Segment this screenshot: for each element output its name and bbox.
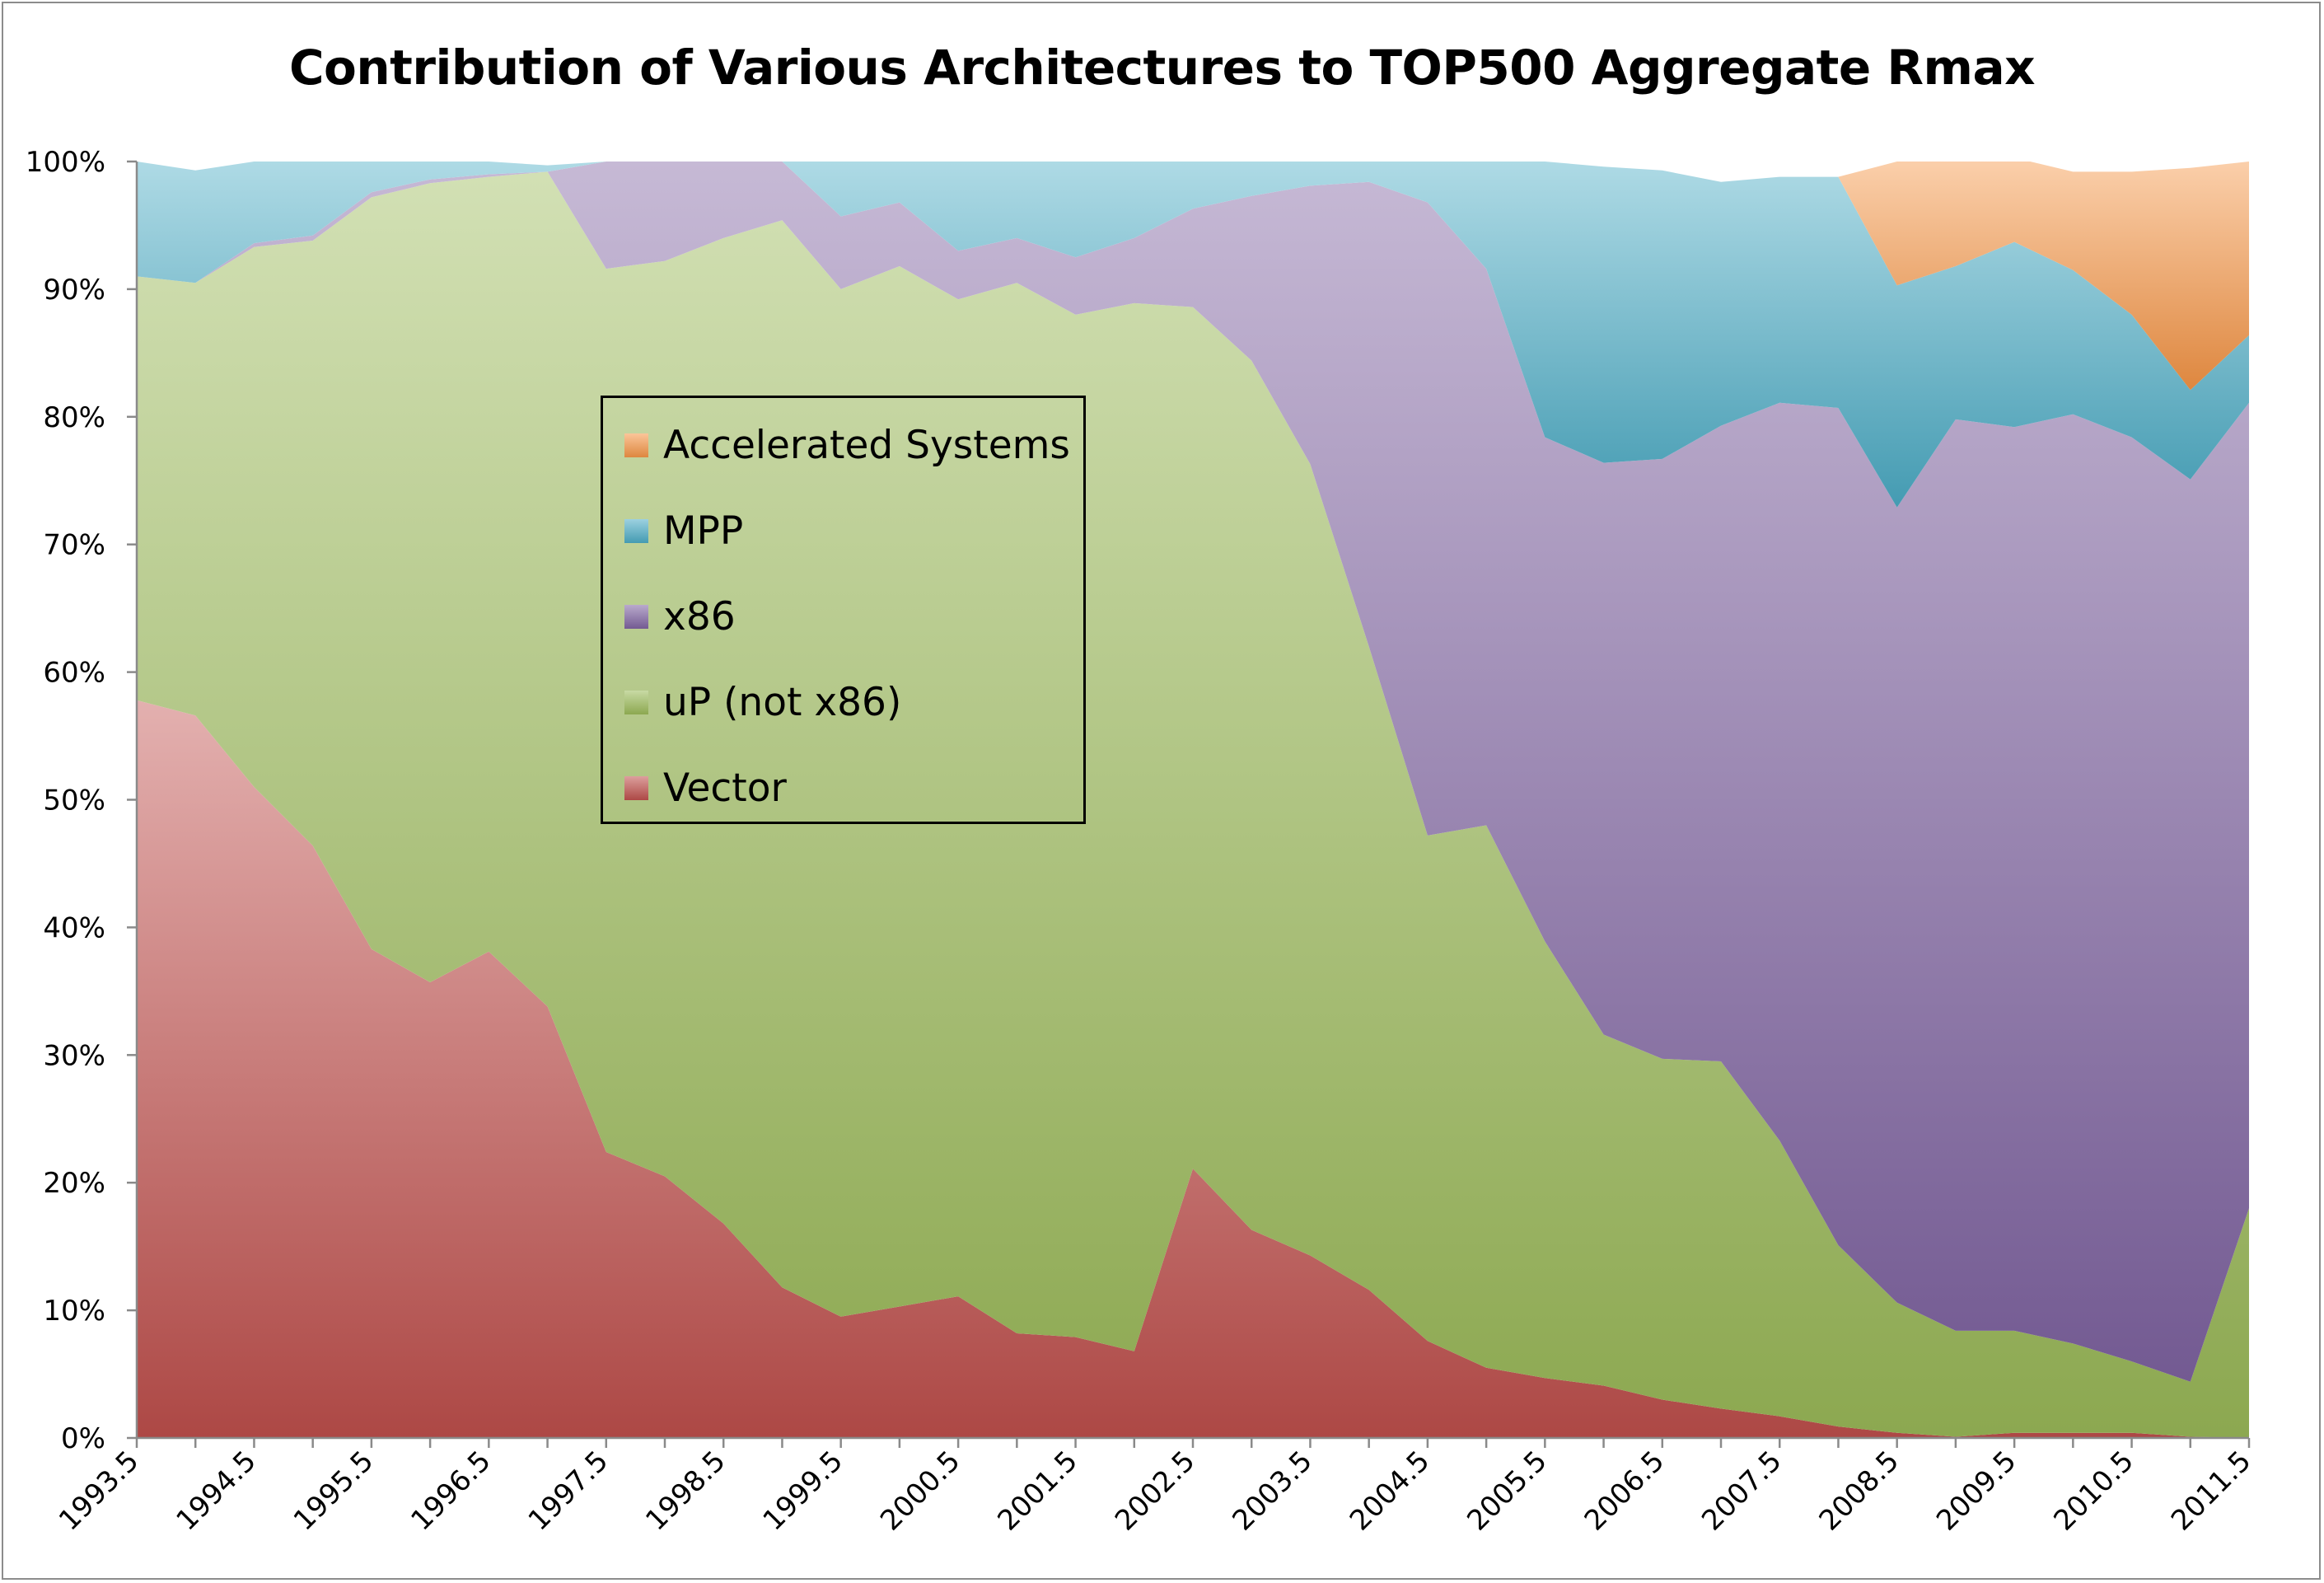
x-tick-label: 1999.5	[757, 1445, 849, 1537]
x-tick-label: 2004.5	[1344, 1445, 1436, 1537]
x-tick-label: 2011.5	[2165, 1445, 2257, 1537]
area-layer	[137, 162, 2249, 1438]
legend-swatch-up-not-x86	[624, 690, 648, 714]
legend-item-mpp: MPP	[624, 506, 743, 555]
y-tick-label: 50%	[43, 784, 105, 817]
y-tick-label: 10%	[43, 1295, 105, 1328]
x-tick-label: 2001.5	[992, 1445, 1084, 1537]
x-tick-label: 2007.5	[1695, 1445, 1788, 1537]
y-tick-label: 0%	[61, 1422, 105, 1455]
x-tick-label: 1998.5	[639, 1445, 732, 1537]
legend-swatch-x86	[624, 604, 648, 629]
axes-layer	[127, 160, 2251, 1448]
x-tick-label: 2009.5	[1930, 1445, 2022, 1537]
legend-label-x86: x86	[663, 593, 736, 639]
legend-item-accelerated: Accelerated Systems	[624, 420, 1070, 470]
y-tick-labels: 0% 10% 20% 30% 40% 50% 60% 70% 80% 90% 100%	[26, 146, 105, 1455]
x-tick-label: 1997.5	[522, 1445, 615, 1537]
y-tick-label: 20%	[43, 1167, 105, 1200]
legend-label-accelerated: Accelerated Systems	[663, 422, 1070, 468]
legend-label-mpp: MPP	[663, 508, 744, 554]
x-tick-label: 1994.5	[170, 1445, 262, 1537]
x-tick-label: 2008.5	[1813, 1445, 1905, 1537]
x-tick-label: 2002.5	[1109, 1445, 1201, 1537]
area-series-accelerated-systems	[137, 162, 2249, 391]
legend-item-vector: Vector	[624, 763, 787, 813]
legend-swatch-vector	[624, 775, 648, 800]
area-series-mpp	[137, 162, 2249, 508]
x-tick-label: 2005.5	[1461, 1445, 1553, 1537]
legend-swatch-mpp	[624, 518, 648, 543]
legend-swatch-accelerated	[624, 433, 648, 457]
x-tick-labels: 1993.5 1994.5 1995.5 1996.5 1997.5 1998.5 1999…	[53, 1445, 2257, 1537]
y-tick-label: 60%	[43, 657, 105, 690]
area-series-up-not-x86	[137, 171, 2249, 1438]
area-series-x86	[137, 162, 2249, 1382]
y-tick-label: 70%	[43, 529, 105, 562]
legend-item-x86: x86	[624, 592, 736, 641]
x-tick-label: 1995.5	[288, 1445, 380, 1537]
area-series-vector	[137, 700, 2249, 1438]
x-tick-label: 2000.5	[874, 1445, 966, 1537]
legend-item-up-not-x86: uP (not x86)	[624, 677, 901, 727]
legend-label-up-not-x86: uP (not x86)	[663, 679, 902, 725]
legend: Accelerated Systems MPP x86 uP (not x86)…	[601, 396, 1086, 824]
y-tick-label: 80%	[43, 401, 105, 434]
x-tick-label: 2010.5	[2048, 1445, 2140, 1537]
y-tick-label: 100%	[26, 146, 105, 179]
x-tick-label: 2006.5	[1578, 1445, 1671, 1537]
x-tick-label: 2003.5	[1226, 1445, 1318, 1537]
y-tick-label: 40%	[43, 911, 105, 944]
x-tick-label: 1996.5	[404, 1445, 497, 1537]
chart-title: Contribution of Various Architectures to…	[288, 40, 2036, 96]
y-tick-label: 30%	[43, 1039, 105, 1072]
legend-label-vector: Vector	[663, 765, 787, 811]
y-tick-label: 90%	[43, 274, 105, 307]
x-tick-label: 1993.5	[53, 1445, 145, 1537]
